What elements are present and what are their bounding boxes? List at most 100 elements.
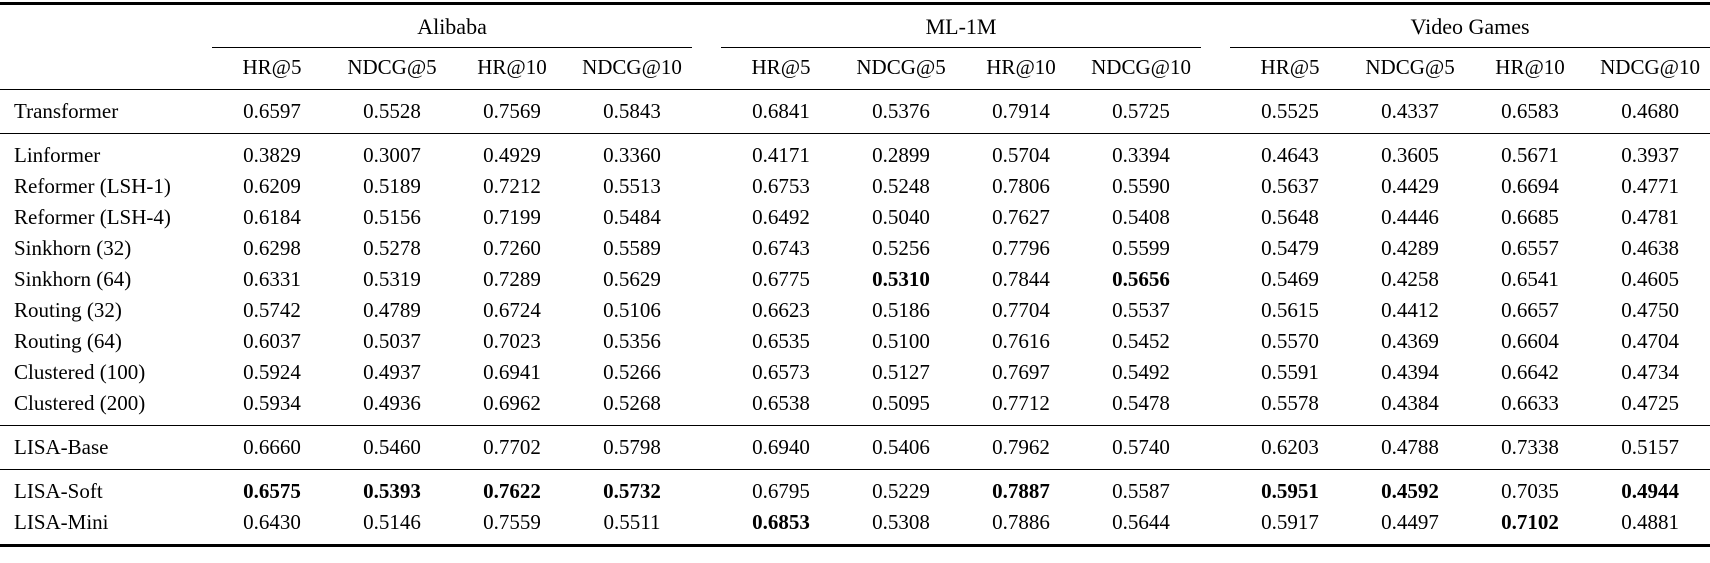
column-spacer xyxy=(1201,89,1231,134)
cell-lisa-base-video-games-ndcg-5: 0.4788 xyxy=(1350,425,1471,470)
row-label-sinkhorn-32: Sinkhorn (32) xyxy=(14,236,132,260)
column-spacer xyxy=(692,425,722,470)
row-label-clustered-100: Clustered (100) xyxy=(14,360,146,384)
cell-sinkhorn-64-ml-1m-hr-5: 0.6775 xyxy=(752,267,810,291)
cell-sinkhorn-64-alibaba-ndcg-10: 0.5629 xyxy=(603,267,661,291)
cell-transformer-video-games-ndcg-5: 0.4337 xyxy=(1350,89,1471,134)
cell-linformer-ml-1m-hr-10: 0.5704 xyxy=(992,143,1050,167)
cell-lisa-soft-video-games-hr-5: 0.5951 xyxy=(1261,479,1319,503)
cell-routing-32-video-games-hr-5: 0.5615 xyxy=(1261,298,1319,322)
cell-clustered-100-video-games-ndcg-5: 0.4394 xyxy=(1381,360,1439,384)
cell-clustered-200-video-games-ndcg-5: 0.4384 xyxy=(1350,388,1471,426)
row-label-lisa-soft: LISA-Soft xyxy=(14,479,103,503)
cell-routing-32-video-games-ndcg-10: 0.4750 xyxy=(1621,298,1679,322)
cell-reformer-lsh-1-ml-1m-hr-5: 0.6753 xyxy=(752,174,810,198)
cell-routing-32-ml-1m-ndcg-10: 0.5537 xyxy=(1112,298,1170,322)
metric-header-ml-1m-hr-10: HR@10 xyxy=(961,47,1082,90)
cell-transformer-ml-1m-ndcg-10: 0.5725 xyxy=(1081,89,1202,134)
column-spacer xyxy=(1201,295,1230,326)
cell-reformer-lsh-4-alibaba-ndcg-5: 0.5156 xyxy=(363,205,421,229)
cell-lisa-soft-video-games-ndcg-10: 0.4944 xyxy=(1621,479,1679,503)
cell-routing-64-ml-1m-hr-5: 0.6535 xyxy=(752,329,810,353)
cell-routing-32-ml-1m-hr-5: 0.6623 xyxy=(752,298,810,322)
cell-linformer-alibaba-hr-10: 0.4929 xyxy=(483,143,541,167)
cell-sinkhorn-64-ml-1m-hr-10: 0.7844 xyxy=(992,267,1050,291)
cell-clustered-100-video-games-ndcg-10: 0.4734 xyxy=(1621,360,1679,384)
column-spacer xyxy=(1201,171,1230,202)
cell-sinkhorn-32-ml-1m-hr-10: 0.7796 xyxy=(992,236,1050,260)
table-row-routing-32: Routing (32) 0.5742 0.4789 0.6724 0.5106 0.66… xyxy=(0,295,1710,326)
column-spacer xyxy=(692,233,721,264)
cell-routing-32-alibaba-ndcg-10: 0.5106 xyxy=(603,298,661,322)
cell-clustered-200-ml-1m-hr-5: 0.6538 xyxy=(721,388,842,426)
cell-lisa-base-video-games-hr-5: 0.6203 xyxy=(1230,425,1351,470)
cell-clustered-200-alibaba-ndcg-5: 0.4936 xyxy=(332,388,452,426)
cell-sinkhorn-64-alibaba-ndcg-5: 0.5319 xyxy=(363,267,421,291)
cell-routing-64-video-games-ndcg-5: 0.4369 xyxy=(1381,329,1439,353)
column-spacer xyxy=(692,388,722,426)
cell-lisa-mini-alibaba-ndcg-10: 0.5511 xyxy=(572,507,693,547)
cell-transformer-ml-1m-hr-10: 0.7914 xyxy=(961,89,1082,134)
cell-routing-32-video-games-hr-10: 0.6657 xyxy=(1501,298,1559,322)
cell-lisa-mini-video-games-hr-5: 0.5917 xyxy=(1230,507,1351,547)
column-spacer xyxy=(1201,470,1230,508)
cell-linformer-alibaba-hr-5: 0.3829 xyxy=(243,143,301,167)
table-row-clustered-200: Clustered (200) 0.5934 0.4936 0.6962 0.5268 0… xyxy=(0,388,1710,426)
cell-lisa-soft-alibaba-ndcg-10: 0.5732 xyxy=(603,479,661,503)
cell-routing-32-alibaba-ndcg-5: 0.4789 xyxy=(363,298,421,322)
cell-sinkhorn-32-alibaba-hr-10: 0.7260 xyxy=(483,236,541,260)
cell-routing-64-video-games-hr-5: 0.5570 xyxy=(1261,329,1319,353)
table-row-reformer-lsh-4: Reformer (LSH-4) 0.6184 0.5156 0.7199 0.5484… xyxy=(0,202,1710,233)
column-spacer xyxy=(692,134,721,172)
metric-header-video-games-hr-10: HR@10 xyxy=(1470,47,1591,90)
cell-reformer-lsh-1-ml-1m-hr-10: 0.7806 xyxy=(992,174,1050,198)
column-spacer xyxy=(692,470,721,508)
column-spacer xyxy=(692,2,722,48)
cell-lisa-base-alibaba-ndcg-10: 0.5798 xyxy=(572,425,693,470)
corner-cell xyxy=(0,2,212,48)
cell-reformer-lsh-1-video-games-hr-10: 0.6694 xyxy=(1501,174,1559,198)
cell-reformer-lsh-1-alibaba-hr-10: 0.7212 xyxy=(483,174,541,198)
cell-clustered-100-ml-1m-ndcg-10: 0.5492 xyxy=(1112,360,1170,384)
cell-transformer-ml-1m-ndcg-5: 0.5376 xyxy=(841,89,962,134)
cell-lisa-soft-ml-1m-hr-5: 0.6795 xyxy=(752,479,810,503)
cell-lisa-soft-ml-1m-hr-10: 0.7887 xyxy=(992,479,1050,503)
table-row-lisa-soft: LISA-Soft 0.6575 0.5393 0.7622 0.5732 0.6795 0… xyxy=(0,470,1710,508)
column-spacer xyxy=(1201,233,1230,264)
cell-reformer-lsh-1-ml-1m-ndcg-10: 0.5590 xyxy=(1112,174,1170,198)
cell-sinkhorn-64-ml-1m-ndcg-10: 0.5656 xyxy=(1112,267,1170,291)
group-header-alibaba: Alibaba xyxy=(212,2,693,48)
cell-clustered-200-alibaba-hr-5: 0.5934 xyxy=(212,388,332,426)
cell-sinkhorn-64-video-games-ndcg-5: 0.4258 xyxy=(1381,267,1439,291)
row-label-lisa-base: LISA-Base xyxy=(0,425,212,470)
cell-lisa-soft-video-games-hr-10: 0.7035 xyxy=(1501,479,1559,503)
row-label-sinkhorn-64: Sinkhorn (64) xyxy=(14,267,132,291)
cell-routing-32-alibaba-hr-10: 0.6724 xyxy=(483,298,541,322)
cell-linformer-alibaba-ndcg-10: 0.3360 xyxy=(603,143,661,167)
column-spacer xyxy=(1201,264,1230,295)
cell-transformer-ml-1m-hr-5: 0.6841 xyxy=(721,89,842,134)
row-label-reformer-lsh-1: Reformer (LSH-1) xyxy=(14,174,171,198)
cell-lisa-mini-alibaba-hr-10: 0.7559 xyxy=(452,507,572,547)
cell-transformer-alibaba-hr-5: 0.6597 xyxy=(212,89,332,134)
cell-lisa-mini-ml-1m-hr-10: 0.7886 xyxy=(961,507,1082,547)
column-spacer xyxy=(692,326,721,357)
cell-sinkhorn-32-video-games-ndcg-10: 0.4638 xyxy=(1621,236,1679,260)
row-label-transformer: Transformer xyxy=(0,89,212,134)
cell-routing-32-alibaba-hr-5: 0.5742 xyxy=(243,298,301,322)
cell-reformer-lsh-1-ml-1m-ndcg-5: 0.5248 xyxy=(872,174,930,198)
column-spacer xyxy=(1201,2,1231,48)
cell-reformer-lsh-4-ml-1m-hr-5: 0.6492 xyxy=(752,205,810,229)
metric-header-video-games-ndcg-5: NDCG@5 xyxy=(1350,47,1471,90)
cell-reformer-lsh-1-video-games-ndcg-5: 0.4429 xyxy=(1381,174,1439,198)
cell-lisa-base-video-games-hr-10: 0.7338 xyxy=(1470,425,1591,470)
metric-header-alibaba-hr-10: HR@10 xyxy=(452,47,572,90)
cell-clustered-200-ml-1m-ndcg-10: 0.5478 xyxy=(1081,388,1202,426)
column-spacer xyxy=(1201,202,1230,233)
cell-reformer-lsh-1-alibaba-ndcg-10: 0.5513 xyxy=(603,174,661,198)
column-spacer xyxy=(1201,507,1231,547)
cell-transformer-alibaba-ndcg-5: 0.5528 xyxy=(332,89,452,134)
column-spacer xyxy=(692,295,721,326)
cell-transformer-video-games-hr-5: 0.5525 xyxy=(1230,89,1351,134)
table-row-clustered-100: Clustered (100) 0.5924 0.4937 0.6941 0.5266 0… xyxy=(0,357,1710,388)
